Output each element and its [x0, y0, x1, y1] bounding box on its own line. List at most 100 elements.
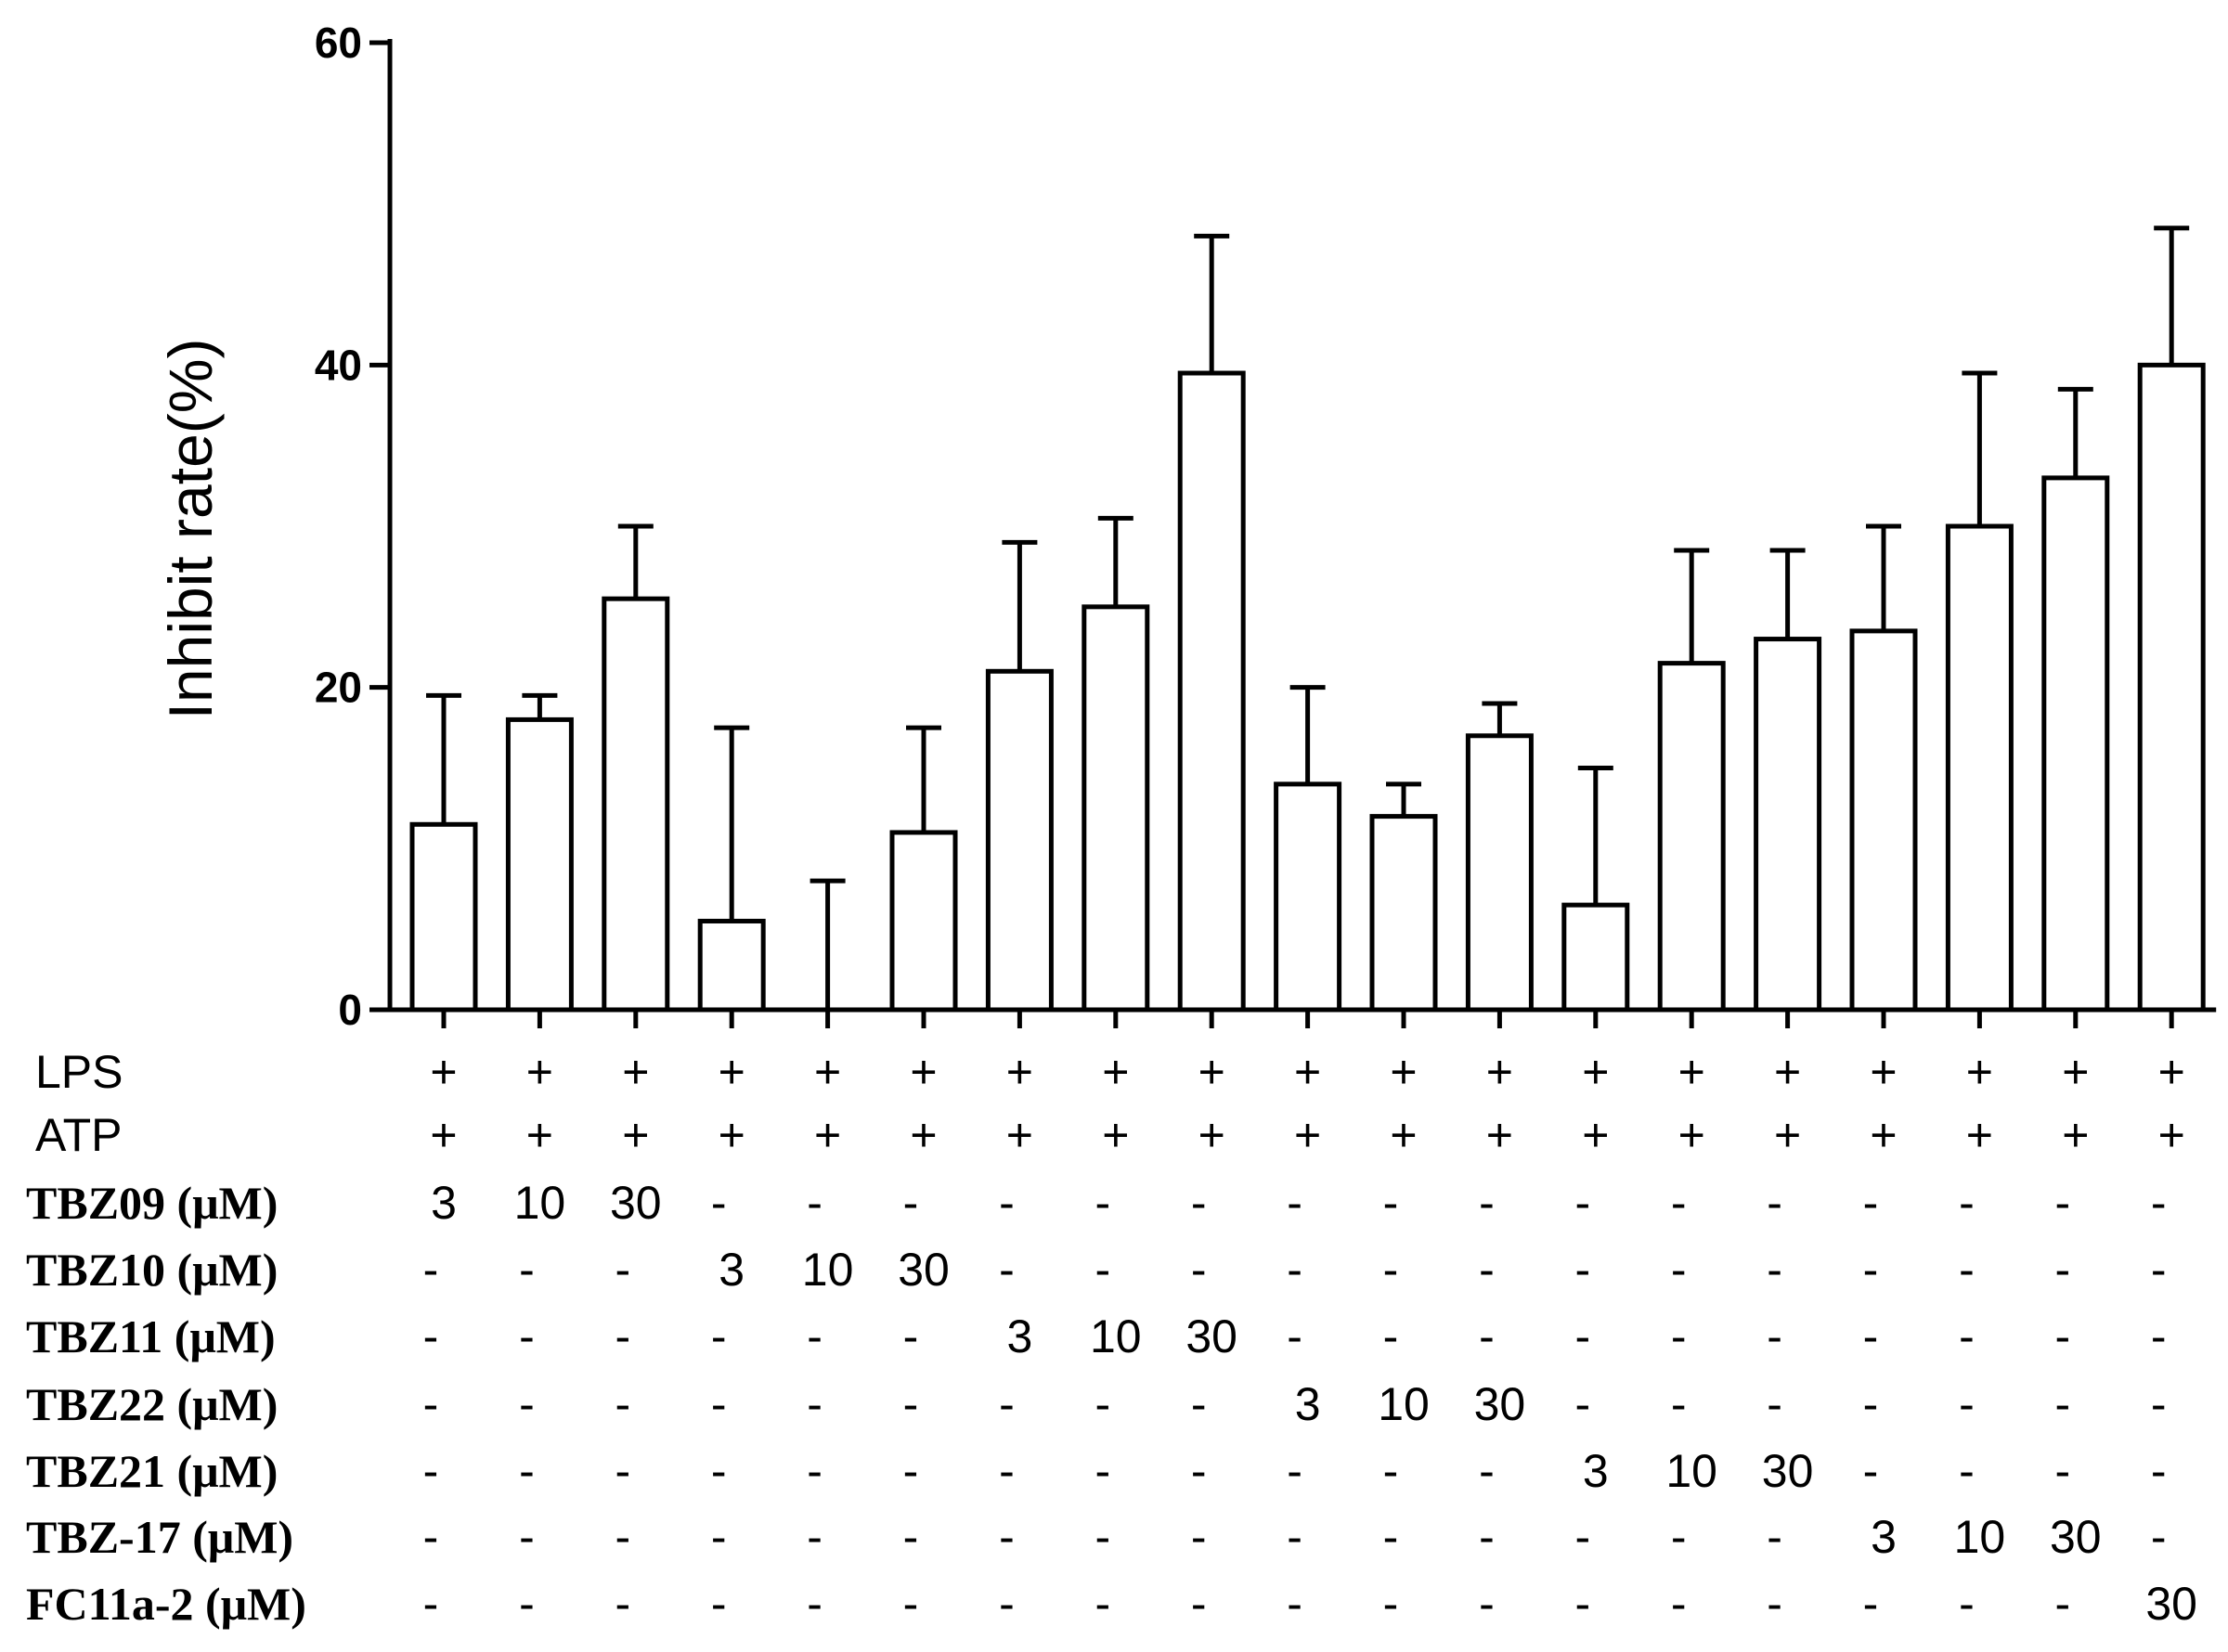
condition-cell: + [1870, 1046, 1897, 1098]
y-axis-title: Inhibit rate(%) [156, 339, 225, 720]
condition-cell: + [1486, 1109, 1513, 1161]
condition-cell: + [622, 1109, 649, 1161]
y-tick-label: 0 [338, 986, 362, 1034]
condition-cell: 3 [1583, 1445, 1609, 1497]
condition-cell: + [1390, 1109, 1417, 1161]
condition-cell: + [814, 1109, 841, 1161]
condition-cell: - [1383, 1310, 1399, 1362]
plot-area: 0 20 40 60 [315, 19, 2217, 1034]
bar [985, 668, 1054, 1013]
condition-cell: - [711, 1511, 727, 1563]
condition-cell: 10 [514, 1177, 566, 1229]
condition-cell: - [1095, 1378, 1110, 1430]
condition-cell: - [1574, 1177, 1590, 1229]
condition-cell: + [1678, 1109, 1705, 1161]
condition-cell: 3 [719, 1244, 745, 1296]
condition-cell: - [1767, 1244, 1782, 1296]
condition-cell: + [526, 1109, 553, 1161]
condition-cell: - [1671, 1378, 1687, 1430]
condition-cell: - [999, 1378, 1015, 1430]
condition-cell: - [1767, 1511, 1782, 1563]
condition-cell: - [519, 1244, 535, 1296]
bar [1754, 637, 1822, 1013]
condition-cell: - [1383, 1511, 1399, 1563]
condition-cell: - [2151, 1378, 2167, 1430]
condition-cell: - [1287, 1578, 1302, 1630]
condition-label: FC11a-2 (μM) [26, 1578, 306, 1630]
condition-cell: + [1870, 1109, 1897, 1161]
condition-cell: 30 [2050, 1511, 2102, 1563]
condition-cell: - [1574, 1378, 1590, 1430]
condition-cell: - [615, 1511, 630, 1563]
condition-cell: + [1006, 1046, 1033, 1098]
bar [1177, 370, 1246, 1013]
condition-label: LPS [35, 1046, 123, 1098]
condition-cell: + [814, 1046, 841, 1098]
condition-cell: - [1574, 1310, 1590, 1362]
condition-cell: + [1678, 1046, 1705, 1098]
condition-cell: - [2151, 1445, 2167, 1497]
condition-cell: - [1095, 1511, 1110, 1563]
condition-cell: - [2054, 1578, 2070, 1630]
bar [1945, 523, 2014, 1013]
condition-cell: 10 [1090, 1310, 1142, 1362]
condition-cell: 3 [1006, 1310, 1032, 1362]
bar [1561, 902, 1630, 1013]
condition-cell: - [1383, 1244, 1399, 1296]
bar [1465, 733, 1534, 1013]
condition-cell: + [910, 1109, 937, 1161]
bar [889, 830, 958, 1013]
condition-cell: - [1287, 1177, 1302, 1229]
condition-label: TBZ-17 (μM) [26, 1511, 293, 1563]
condition-cell: - [1479, 1445, 1495, 1497]
condition-cell: - [1863, 1310, 1879, 1362]
condition-cell: 30 [898, 1244, 950, 1296]
condition-cell: - [807, 1177, 823, 1229]
bar [409, 821, 478, 1013]
condition-cell: + [1966, 1109, 1993, 1161]
condition-cell: - [1671, 1511, 1687, 1563]
condition-cell: + [1294, 1046, 1321, 1098]
condition-cell: 3 [1871, 1511, 1897, 1563]
condition-cell: - [519, 1378, 535, 1430]
condition-cell: - [711, 1378, 727, 1430]
condition-cell: 10 [802, 1244, 854, 1296]
condition-cell: - [1383, 1177, 1399, 1229]
condition-cell: - [1574, 1244, 1590, 1296]
condition-cell: - [807, 1445, 823, 1497]
condition-cell: - [1863, 1177, 1879, 1229]
condition-cell: - [711, 1310, 727, 1362]
condition-cell: + [2158, 1046, 2185, 1098]
condition-cell: - [903, 1310, 919, 1362]
condition-label: TBZ09 (μM) [26, 1177, 278, 1229]
condition-cell: - [1671, 1578, 1687, 1630]
condition-cell: + [1774, 1046, 1801, 1098]
condition-cell: + [622, 1046, 649, 1098]
condition-cell: - [1095, 1177, 1110, 1229]
condition-cell: - [807, 1378, 823, 1430]
condition-cell: - [423, 1578, 439, 1630]
condition-cell: - [1959, 1177, 1975, 1229]
condition-cell: - [1767, 1578, 1782, 1630]
condition-cell: - [1767, 1310, 1782, 1362]
condition-cell: - [1863, 1378, 1879, 1430]
condition-cell: - [519, 1578, 535, 1630]
condition-cell: - [615, 1244, 630, 1296]
condition-cell: + [1774, 1109, 1801, 1161]
condition-cell: - [1191, 1578, 1207, 1630]
condition-label: TBZ22 (μM) [26, 1378, 278, 1430]
condition-cell: + [1198, 1046, 1225, 1098]
condition-cell: - [1959, 1244, 1975, 1296]
condition-label: TBZ10 (μM) [26, 1244, 278, 1296]
condition-cell: - [1671, 1310, 1687, 1362]
bar [1369, 814, 1438, 1013]
bar [1274, 781, 1342, 1013]
condition-cell: - [1574, 1511, 1590, 1563]
condition-cell: + [1966, 1046, 1993, 1098]
condition-cell: - [1191, 1378, 1207, 1430]
condition-cell: - [807, 1578, 823, 1630]
condition-cell: + [1582, 1046, 1609, 1098]
condition-cell: - [903, 1445, 919, 1497]
condition-table: LPS + + + + + + + + + + + + + + + + + + + ATP + + + + + + + + + + + + + + +… [26, 1046, 2197, 1630]
